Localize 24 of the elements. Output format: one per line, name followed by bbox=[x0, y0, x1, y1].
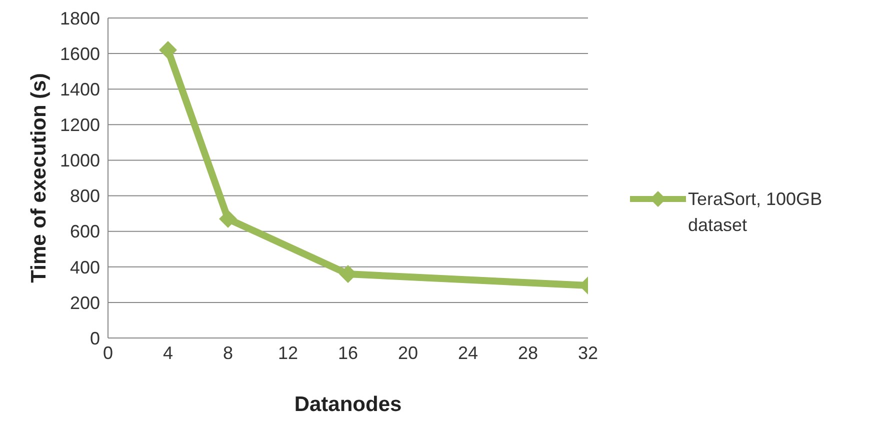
x-tick-label: 16 bbox=[338, 342, 358, 363]
y-tick-label: 800 bbox=[70, 186, 100, 206]
x-tick-label: 24 bbox=[458, 342, 478, 363]
x-tick-label: 8 bbox=[222, 342, 234, 363]
y-tick-label: 1000 bbox=[60, 150, 100, 171]
y-tick-label: 1800 bbox=[60, 8, 100, 28]
y-tick-label: 400 bbox=[70, 257, 100, 278]
y-tick-label: 1600 bbox=[60, 44, 100, 64]
y-axis-title: Time of execution (s) bbox=[27, 73, 50, 283]
x-tick-label: 4 bbox=[162, 342, 174, 363]
x-tick-label: 28 bbox=[518, 342, 538, 363]
x-tick-label: 12 bbox=[278, 342, 298, 363]
y-tick-label: 600 bbox=[70, 222, 100, 242]
y-tick-label: 200 bbox=[70, 292, 100, 313]
point bbox=[159, 41, 177, 59]
x-tick-label: 0 bbox=[102, 342, 114, 363]
x-tick-label: 20 bbox=[398, 342, 418, 363]
y-tick-label: 1400 bbox=[60, 80, 100, 100]
x-axis-title: Datanodes bbox=[294, 392, 402, 416]
y-tick-label: 0 bbox=[90, 328, 100, 348]
x-tick-label: 32 bbox=[578, 342, 598, 363]
legend-label: TeraSort, 100GB dataset bbox=[688, 188, 824, 236]
point bbox=[219, 210, 237, 228]
y-tick-label: 1200 bbox=[60, 115, 100, 136]
